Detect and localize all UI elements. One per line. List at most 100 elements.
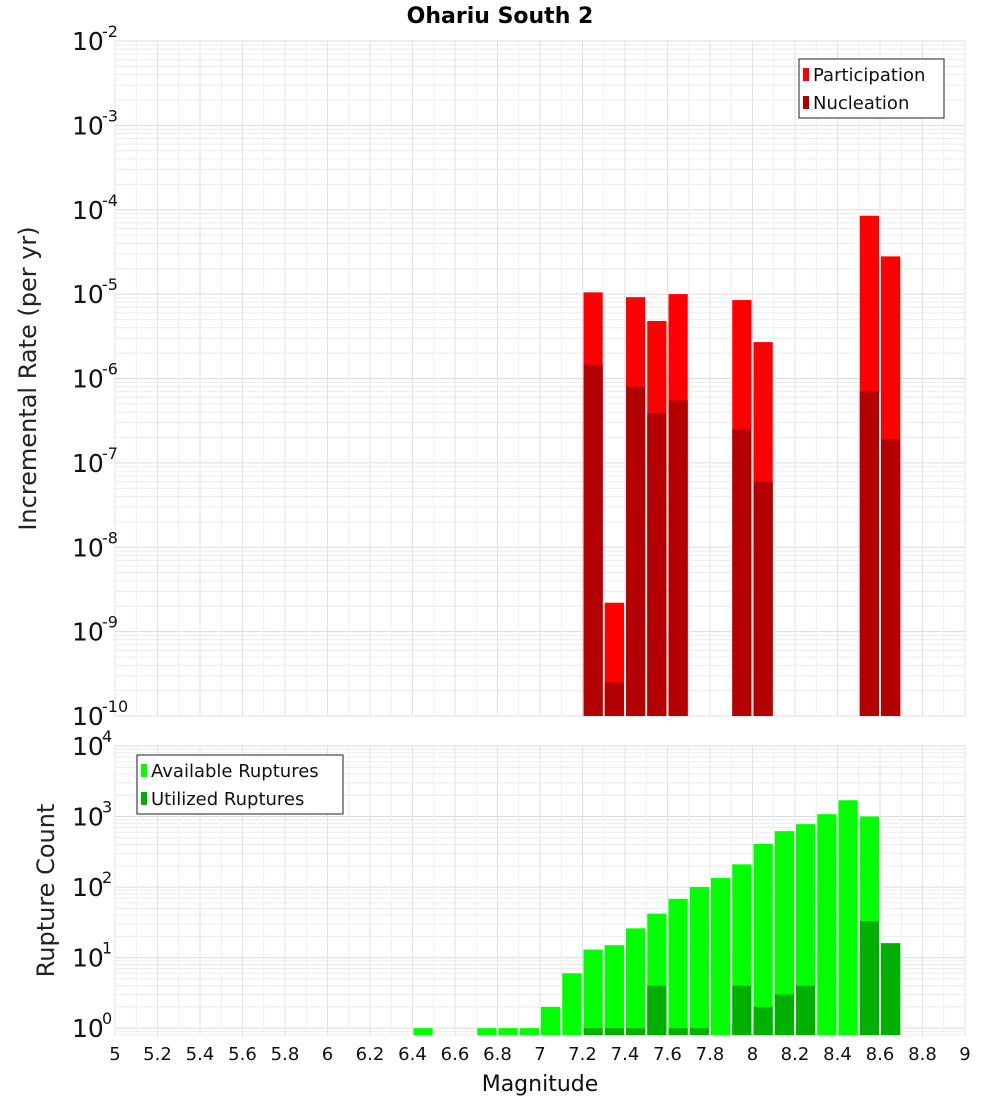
rate-gridlines: [114, 40, 966, 717]
count-bar-utilized: [859, 921, 879, 1035]
y-tick-exponent: -5: [102, 275, 118, 294]
y-tick-label: 10-9: [72, 613, 118, 647]
chart-title: Ohariu South 2: [407, 4, 594, 29]
rate-bar-nucleation: [881, 439, 901, 716]
y-tick-label: 100: [72, 1009, 112, 1043]
y-tick-label: 10-4: [72, 191, 118, 225]
y-tick-label: 101: [72, 939, 112, 973]
y-tick-label: 10-5: [72, 275, 118, 309]
legend-swatch: [141, 764, 147, 777]
y-tick-exponent: -6: [102, 360, 118, 379]
rate-bar-nucleation: [626, 386, 646, 716]
x-tick-label: 8.4: [823, 1044, 852, 1065]
y-tick-exponent: -8: [102, 528, 118, 547]
x-tick-label: 8: [747, 1044, 758, 1065]
count-bar-utilized: [881, 943, 901, 1035]
count-bar-available: [583, 949, 603, 1035]
count-bar-available: [413, 1028, 433, 1035]
count-bar-available: [498, 1028, 518, 1035]
x-tick-label: 5.2: [143, 1044, 172, 1065]
count-bar-available: [477, 1028, 497, 1035]
y-tick-base: 10: [72, 449, 104, 478]
y-tick-exponent: -9: [102, 613, 118, 632]
x-axis-label: Magnitude: [482, 1072, 599, 1097]
count-bar-utilized: [668, 1028, 688, 1035]
legend-label: Utilized Ruptures: [151, 789, 304, 810]
x-tick-label: 6: [322, 1044, 333, 1065]
count-bar-utilized: [796, 985, 816, 1035]
y-tick-base: 10: [72, 365, 104, 394]
rate-bars: [583, 215, 901, 717]
count-bar-available: [817, 814, 837, 1035]
y-tick-exponent: 3: [102, 798, 112, 817]
count-bar-available: [562, 973, 582, 1035]
count-bar-available: [519, 1028, 539, 1035]
y-tick-exponent: -3: [102, 106, 118, 125]
y-tick-exponent: -7: [102, 444, 118, 463]
legend-label: Available Ruptures: [151, 761, 319, 782]
legend-box: [798, 58, 945, 119]
legend-swatch: [803, 96, 809, 109]
y-tick-base: 10: [72, 533, 104, 562]
rate-bar-nucleation: [732, 429, 752, 716]
count-bar-available: [838, 800, 858, 1035]
y-tick-exponent: -4: [102, 191, 118, 210]
count-bar-available: [668, 898, 688, 1035]
y-tick-base: 10: [72, 618, 104, 647]
count-bar-utilized: [774, 994, 794, 1035]
x-axis-ticks: 5 5.2 5.4 5.6 5.8 6 6.2 6.4 6.6 6.8 7 7.2 7.4 7.6 7.8 8…: [109, 1044, 970, 1065]
rate-y-axis-label: Incremental Rate (per yr): [14, 226, 42, 530]
legend-swatch: [141, 792, 147, 805]
y-tick-label: 10-10: [72, 697, 128, 731]
rate-bar-nucleation: [859, 391, 879, 716]
x-tick-label: 5.8: [271, 1044, 300, 1065]
count-bar-available: [711, 877, 731, 1035]
count-bar-available: [689, 887, 709, 1035]
count-y-axis-label: Rupture Count: [32, 804, 60, 978]
y-tick-base: 10: [72, 803, 104, 832]
y-tick-label: 10-2: [72, 22, 118, 56]
x-tick-label: 6.2: [356, 1044, 385, 1065]
x-tick-label: 6.4: [398, 1044, 427, 1065]
x-tick-label: 7.2: [568, 1044, 597, 1065]
count-bar-available: [626, 928, 646, 1035]
count-bar-utilized: [647, 985, 667, 1035]
x-tick-label: 7.6: [653, 1044, 682, 1065]
y-tick-label: 10-3: [72, 106, 118, 140]
x-tick-label: 5.6: [228, 1044, 257, 1065]
count-bar-utilized: [583, 1028, 603, 1035]
x-tick-label: 7.8: [696, 1044, 725, 1065]
y-tick-exponent: 0: [102, 1009, 112, 1028]
count-bar-available: [796, 824, 816, 1035]
x-tick-label: 8.2: [781, 1044, 810, 1065]
x-tick-label: 6.6: [441, 1044, 470, 1065]
y-tick-label: 10-6: [72, 360, 118, 394]
y-tick-base: 10: [72, 702, 104, 731]
x-tick-label: 5: [109, 1044, 120, 1065]
y-tick-exponent: 1: [102, 939, 112, 958]
y-tick-exponent: -10: [102, 697, 128, 716]
count-bar-available: [604, 945, 624, 1035]
count-bar-utilized: [732, 985, 752, 1035]
count-bar-utilized: [626, 1028, 646, 1035]
x-tick-label: 8.8: [908, 1044, 937, 1065]
y-tick-base: 10: [72, 873, 104, 902]
count-bar-available: [753, 843, 773, 1035]
rate-bar-nucleation: [668, 400, 688, 716]
y-tick-exponent: 4: [102, 727, 112, 746]
count-bar-utilized: [604, 1028, 624, 1035]
y-tick-base: 10: [72, 196, 104, 225]
y-tick-exponent: -2: [102, 22, 118, 41]
count-legend: Available Ruptures Utilized Ruptures: [136, 754, 344, 815]
x-tick-label: 6.8: [483, 1044, 512, 1065]
count-bar-available: [774, 831, 794, 1035]
y-tick-base: 10: [72, 27, 104, 56]
y-tick-base: 10: [72, 111, 104, 140]
count-bar-utilized: [689, 1028, 709, 1035]
rate-bar-nucleation: [753, 481, 773, 716]
count-bars: [413, 800, 901, 1035]
